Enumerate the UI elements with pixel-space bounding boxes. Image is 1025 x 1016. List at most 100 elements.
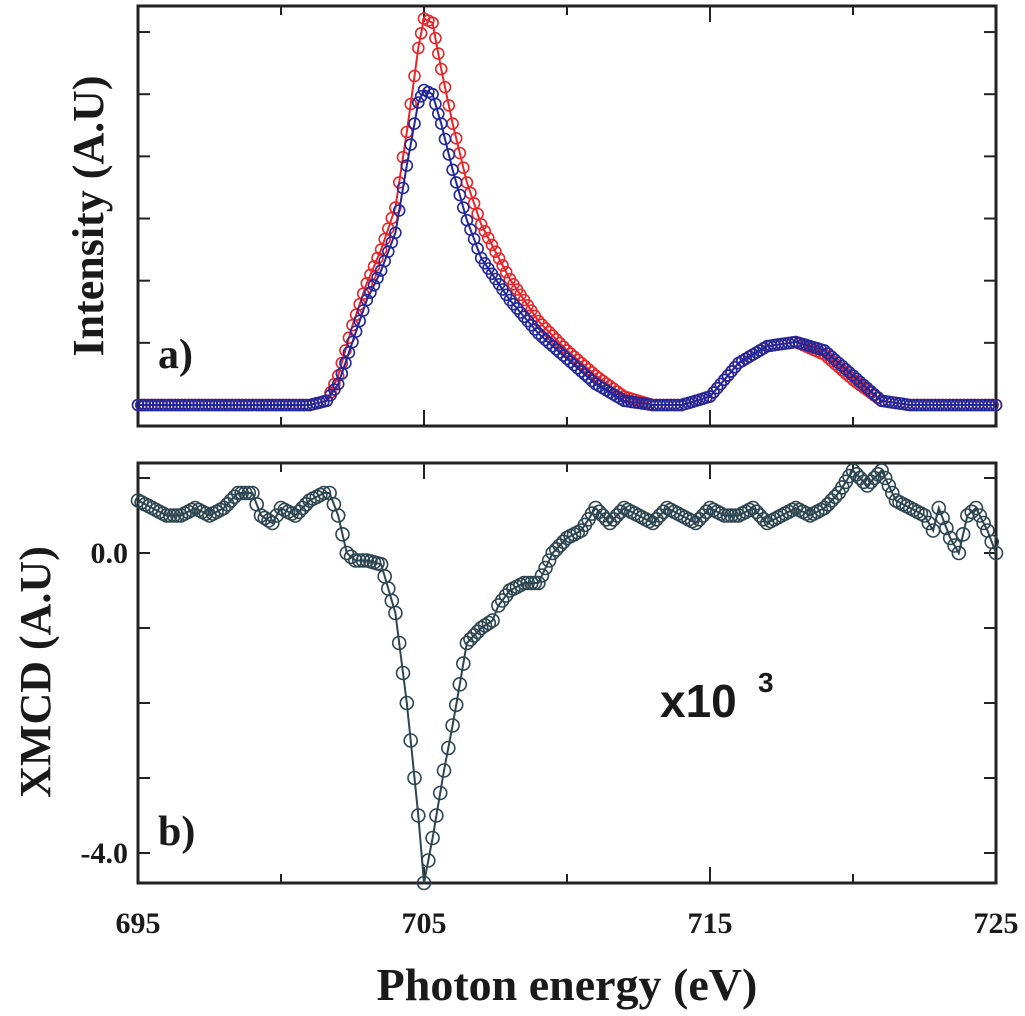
data-point-xmcd	[395, 665, 411, 681]
data-point-blue	[396, 181, 410, 195]
panel-b-tag: b)	[158, 809, 195, 855]
data-point-xmcd	[440, 740, 456, 756]
data-point-xmcd	[448, 697, 464, 713]
data-point-blue	[564, 355, 577, 369]
data-point-blue	[404, 138, 418, 151]
data-point-blue	[503, 293, 517, 307]
data-point-xmcd	[339, 545, 355, 561]
data-point-blue	[438, 132, 452, 146]
data-point-xmcd	[403, 733, 419, 748]
data-point-red	[411, 41, 425, 55]
data-point-blue	[389, 226, 402, 240]
data-point-blue	[182, 398, 195, 412]
data-point-xmcd	[410, 808, 426, 823]
data-point-blue	[411, 96, 425, 109]
data-point-red	[389, 201, 402, 214]
data-point-xmcd	[756, 511, 771, 527]
panel-a: a) Intensity (A.U)	[64, 4, 1003, 428]
series-line-red	[138, 17, 996, 406]
data-point-xmcd	[351, 553, 367, 568]
data-point-blue	[868, 388, 881, 401]
panel-a-ylabel: Intensity (A.U)	[64, 75, 113, 356]
data-point-blue	[857, 378, 871, 392]
data-point-xmcd	[399, 695, 415, 711]
data-point-blue	[175, 398, 188, 412]
data-point-blue	[272, 398, 286, 412]
data-point-xmcd	[598, 511, 614, 527]
data-point-xmcd	[425, 830, 440, 846]
data-point-blue	[293, 398, 306, 412]
data-point-xmcd	[516, 575, 532, 591]
data-point-blue	[148, 398, 162, 412]
data-point-blue	[864, 385, 878, 398]
data-point-xmcd	[477, 618, 493, 633]
data-point-xmcd	[234, 485, 249, 501]
data-point-blue	[236, 398, 249, 412]
data-point-red	[434, 62, 448, 76]
panel-a-ticks	[137, 6, 997, 426]
panel-a-series	[131, 12, 1003, 412]
data-point-xmcd	[494, 593, 510, 608]
data-point-xmcd	[261, 513, 276, 528]
y-tick-label: -4.0	[81, 837, 129, 870]
data-point-blue	[507, 297, 520, 311]
data-point-blue	[212, 398, 226, 412]
data-point-blue	[414, 90, 428, 103]
data-point-xmcd	[407, 770, 422, 786]
data-point-red	[367, 260, 381, 273]
data-point-blue	[528, 323, 542, 336]
data-point-red	[481, 231, 495, 245]
data-point-xmcd	[877, 470, 893, 486]
data-point-xmcd	[485, 613, 500, 628]
data-point-blue	[408, 117, 421, 130]
data-point-blue	[728, 360, 742, 374]
data-point-blue	[446, 163, 459, 177]
data-point-blue	[571, 361, 585, 375]
data-point-blue	[832, 356, 846, 370]
data-point-red	[429, 31, 442, 45]
data-point-xmcd	[388, 605, 403, 621]
series-line-xmcd	[137, 468, 997, 884]
data-point-blue	[453, 188, 467, 202]
data-point-xmcd	[727, 508, 743, 523]
data-point-blue	[510, 302, 524, 315]
data-point-blue	[560, 352, 574, 366]
data-point-blue	[269, 398, 283, 412]
data-point-blue	[367, 278, 381, 292]
data-point-blue	[205, 398, 219, 412]
data-point-blue	[853, 375, 867, 389]
data-point-blue	[232, 398, 246, 412]
panel-b-scale-note: x10	[660, 675, 737, 727]
y-tick-label: 0.0	[91, 537, 129, 570]
data-point-blue	[818, 344, 831, 357]
data-point-xmcd	[473, 620, 489, 636]
data-point-xmcd	[166, 508, 182, 523]
data-point-xmcd	[230, 485, 246, 501]
data-point-xmcd	[241, 485, 257, 501]
data-point-xmcd	[330, 508, 346, 523]
data-point-xmcd	[523, 575, 539, 591]
data-point-xmcd	[348, 553, 363, 568]
data-point-xmcd	[445, 718, 460, 733]
data-point-blue	[557, 349, 570, 362]
data-point-blue	[256, 398, 269, 412]
data-point-xmcd	[942, 530, 958, 546]
data-point-blue	[400, 159, 414, 172]
data-point-xmcd	[534, 568, 550, 583]
data-point-xmcd	[874, 463, 889, 478]
data-point-xmcd	[265, 515, 280, 531]
data-point-blue	[825, 350, 838, 364]
data-point-blue	[714, 377, 728, 391]
data-point-red	[426, 16, 439, 30]
data-point-red	[414, 26, 428, 40]
x-axis-label: Photon energy (eV)	[377, 959, 758, 1010]
data-point-blue	[549, 343, 563, 356]
data-point-xmcd	[481, 615, 497, 631]
data-point-blue	[131, 398, 145, 412]
data-point-blue	[364, 286, 377, 299]
data-point-red	[492, 252, 506, 265]
data-point-blue	[151, 398, 165, 412]
panel-b-ticks: 695 705 715 725 0.0 -4.0	[81, 463, 1019, 940]
data-point-blue	[158, 398, 172, 412]
